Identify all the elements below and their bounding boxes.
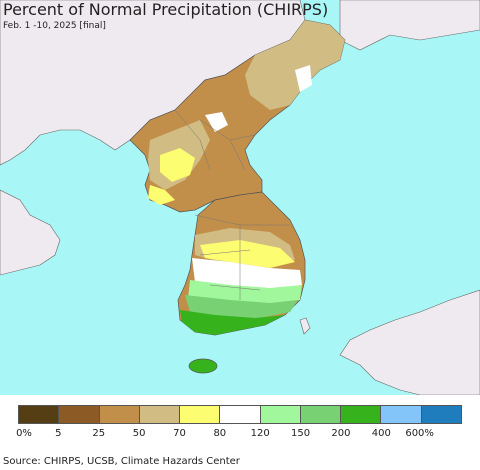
- legend-label: 0%: [16, 428, 32, 439]
- legend-swatch: [139, 406, 181, 423]
- legend-label: 150: [290, 428, 311, 439]
- legend-labels: 0% 5 25 50 70 80 120 150 200 400 600%: [0, 428, 480, 442]
- nk-zone-yellow2: [148, 185, 175, 205]
- legend-label: 400: [371, 428, 391, 439]
- nk-zone-tan: [245, 20, 345, 110]
- legend-label: 50: [132, 428, 146, 439]
- sk-zone-yellow: [200, 240, 295, 268]
- legend-swatch: [19, 406, 60, 423]
- legend-swatch: [180, 406, 221, 423]
- tsushima: [299, 317, 311, 335]
- japan-kyushu: [339, 289, 480, 395]
- legend-colorbar: [18, 405, 462, 424]
- legend-label: 25: [92, 428, 106, 439]
- sk-zone-white: [192, 258, 302, 290]
- precipitation-map: [0, 0, 480, 395]
- legend-swatch: [381, 406, 422, 423]
- source-text: Source: CHIRPS, UCSB, Climate Hazards Ce…: [3, 456, 240, 467]
- legend-label: 200: [331, 428, 351, 439]
- legend-swatch: [300, 406, 342, 423]
- map-panel: Percent of Normal Precipitation (CHIRPS)…: [0, 0, 480, 395]
- province-lines: [174, 109, 290, 300]
- map-subtitle: Feb. 1 -10, 2025 [final]: [3, 21, 106, 31]
- legend-label: 5: [55, 428, 62, 439]
- legend-label: 80: [213, 428, 227, 439]
- legend-swatch: [260, 406, 301, 423]
- legend-swatch: [421, 406, 461, 423]
- map-title: Percent of Normal Precipitation (CHIRPS): [3, 0, 329, 19]
- nk-zone-white: [205, 112, 228, 132]
- legend-swatch: [59, 406, 100, 423]
- sk-zone-darkgreen: [180, 310, 285, 335]
- china-coast-left: [0, 189, 61, 276]
- legend-swatch: [341, 406, 382, 423]
- jeju-island: [188, 358, 218, 374]
- nk-zone-yellow: [160, 148, 195, 182]
- sk-zone-green: [185, 295, 298, 318]
- legend-swatch: [99, 406, 140, 423]
- nk-zone-white2: [295, 65, 312, 92]
- legend-label: 600%: [405, 428, 434, 439]
- legend-label: 120: [250, 428, 270, 439]
- legend-label: 70: [173, 428, 186, 439]
- legend-swatch: [220, 406, 261, 423]
